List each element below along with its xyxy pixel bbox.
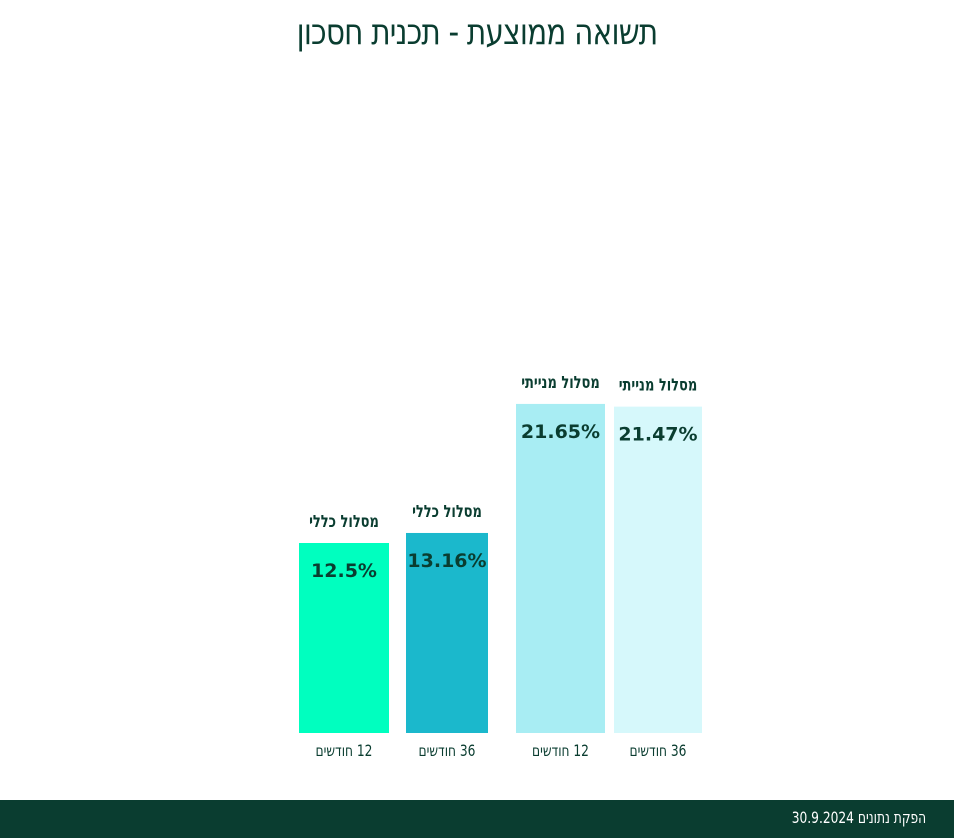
bar-value-label: 21.47% <box>618 424 697 446</box>
bar-chart: 12.5% מסלול כללי 12 חודשים 13.16% מסלול כללי… <box>299 372 702 760</box>
chart-title: תשואה ממוצעת - תכנית חסכון <box>296 12 659 53</box>
bar-track-label: מסלול מנייתי <box>521 372 600 392</box>
bar-value-label: 21.65% <box>521 421 600 443</box>
bar <box>406 532 488 733</box>
x-tick-label: 36 חודשים <box>630 742 687 760</box>
bar-track-label: מסלול מנייתי <box>619 374 698 394</box>
footer-bar: הפקת נתונים 30.9.2024 <box>0 800 954 838</box>
x-tick-label: 12 חודשים <box>532 742 589 760</box>
bar <box>516 403 605 733</box>
x-tick-label: 12 חודשים <box>316 742 373 760</box>
data-date-label: הפקת נתונים 30.9.2024 <box>791 808 926 827</box>
bar-value-label: 13.16% <box>407 550 486 572</box>
bar <box>614 406 702 733</box>
bar-value-label: 12.5% <box>311 560 377 582</box>
bar-track-label: מסלול כללי <box>412 501 482 521</box>
bar-track-label: מסלול כללי <box>309 511 379 531</box>
x-tick-label: 36 חודשים <box>419 742 476 760</box>
bar <box>299 543 389 733</box>
bars-layer: 12.5% מסלול כללי 12 חודשים 13.16% מסלול כללי… <box>299 372 702 760</box>
